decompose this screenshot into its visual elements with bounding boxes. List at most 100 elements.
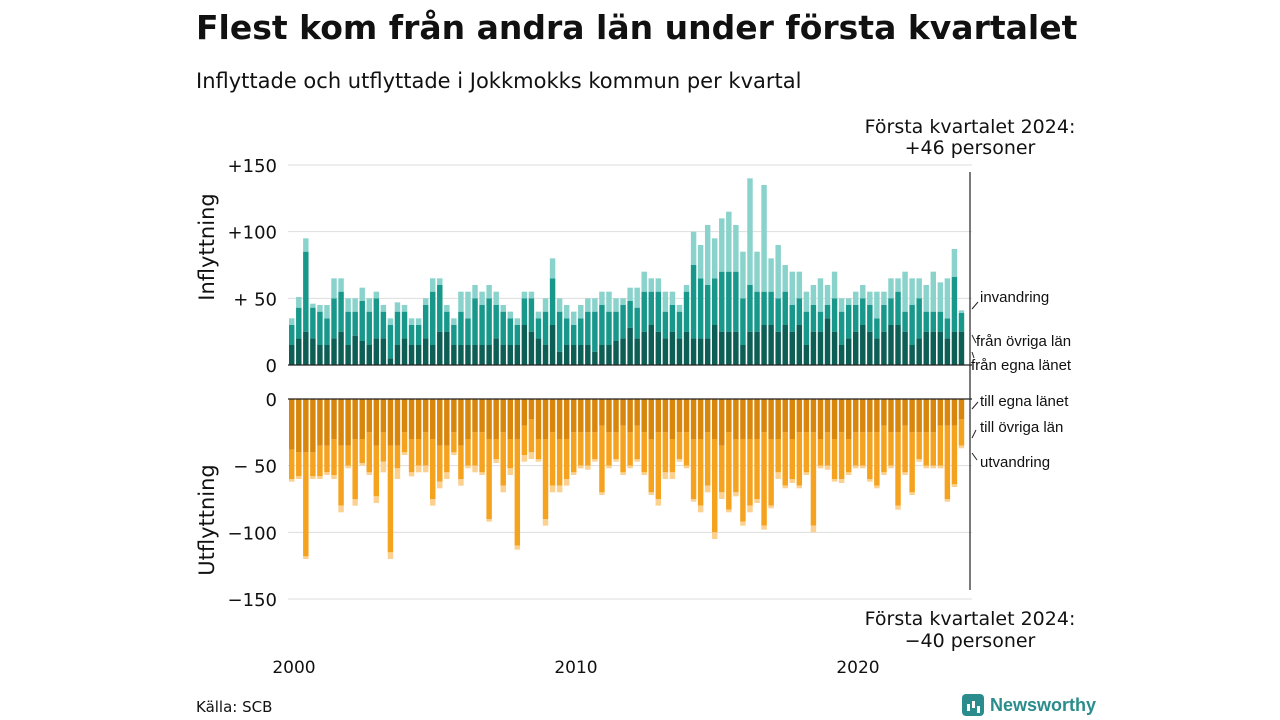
inflow-bar-segment — [690, 265, 697, 339]
inflow-bar-segment — [331, 278, 337, 299]
outflow-bar-segment — [563, 399, 570, 439]
outflow-bar-segment — [683, 465, 690, 469]
outflow-bar-segment — [775, 399, 781, 439]
inflow-bar-segment — [937, 311, 944, 332]
inflow-bar-segment — [817, 278, 824, 312]
outflow-bar-segment — [514, 545, 521, 550]
outflow-bar-segment — [571, 432, 577, 473]
inflow-bar-segment — [634, 287, 640, 308]
outflow-bar-segment — [958, 419, 965, 446]
outflow-bar-segment — [669, 472, 676, 479]
outflow-bar-segment — [437, 481, 443, 489]
inflow-bar-segment — [472, 345, 478, 365]
inflow-bar-segment — [592, 351, 598, 365]
outflow-bar-segment — [845, 399, 852, 439]
inflow-bar-segment — [535, 338, 542, 365]
outflow-bar-segment — [296, 452, 302, 477]
inflow-bar-segment — [514, 345, 521, 365]
outflow-bar-segment — [437, 445, 443, 482]
outflow-bar-segment — [838, 479, 845, 483]
inflow-bar-segment — [845, 338, 852, 365]
outflow-bar-segment — [944, 499, 951, 502]
outflow-bar-segment — [387, 552, 394, 559]
outflow-bar-segment — [775, 472, 781, 479]
inflow-bar-segment — [415, 325, 422, 345]
inflow-bar-segment — [831, 298, 838, 332]
inflow-bar-segment — [422, 305, 429, 339]
migration-chart: 0+ 50+100+150 0− 50−100−150 Inflyttning … — [195, 116, 1076, 678]
outflow-bar-segment — [838, 432, 845, 479]
inflow-bar-segment — [387, 325, 394, 359]
outflow-bar-segment — [514, 399, 521, 439]
inflow-bar-segment — [563, 345, 570, 365]
outflow-bar-segment — [641, 399, 647, 433]
outflow-bar-segment — [444, 472, 450, 479]
outflow-bar-segment — [331, 475, 337, 479]
inflow-bar-segment — [768, 325, 774, 365]
inflow-bar-segment — [944, 318, 951, 339]
outflow-bar-segment — [465, 439, 471, 466]
label-pointer-invandring — [971, 301, 979, 310]
inflow-bar-segment — [359, 301, 365, 341]
inflow-bar-segment — [782, 325, 788, 365]
outflow-bar-segment — [944, 399, 951, 426]
outflow-bar-segment — [634, 459, 640, 462]
inflow-bar-segment — [902, 311, 908, 332]
outflow-bar-segment — [937, 425, 944, 466]
outflow-bar-segment — [824, 399, 831, 433]
outflow-bar-segment — [592, 399, 598, 433]
inflow-bar-segment — [571, 311, 577, 325]
inflow-bar-segment — [937, 331, 944, 365]
outflow-bar-segment — [507, 399, 513, 439]
outflow-y-ticks: 0 − 50 −100 −150 — [228, 390, 277, 611]
inflow-bar-segment — [831, 271, 838, 299]
outflow-bar-segment — [415, 399, 422, 439]
inflow-bar-segment — [930, 311, 936, 332]
outflow-bar-segment — [493, 459, 499, 463]
outflow-bar-segment — [606, 432, 612, 466]
inflow-bar-segment — [845, 298, 852, 305]
inflow-bar-segment — [444, 305, 450, 312]
outflow-bar-segment — [676, 432, 683, 459]
inflow-bar-segment — [733, 271, 739, 332]
outflow-bar-segment — [930, 399, 936, 433]
outflow-bar-segment — [676, 459, 683, 462]
inflow-bar-segment — [712, 278, 718, 325]
outflow-bar-segment — [486, 519, 492, 522]
outflow-bar-segment — [881, 399, 887, 426]
inflow-bar-segment — [627, 301, 633, 328]
outflow-bar-segment — [627, 399, 633, 433]
outflow-bar-segment — [458, 479, 464, 486]
inflow-bar-segment — [803, 345, 810, 365]
outflow-bar-segment — [451, 432, 457, 453]
outflow-bar-segment — [338, 399, 344, 446]
inflow-bar-segment — [620, 305, 626, 339]
outflow-bar-segment — [352, 399, 358, 439]
inflow-bar-segment — [359, 287, 365, 301]
outflow-bar-segment — [648, 439, 654, 493]
inflow-bar-segment — [704, 338, 711, 365]
label-pointer-till-egna — [971, 401, 979, 410]
outflow-bar-segment — [726, 432, 732, 510]
inflow-bar-segment — [500, 305, 506, 312]
outflow-bar-segment — [556, 399, 563, 439]
outflow-bar-segment — [289, 399, 295, 450]
label-pointer-fran-egna — [971, 351, 975, 359]
outflow-bar-segment — [712, 532, 718, 539]
outflow-bar-segment — [648, 399, 654, 439]
inflow-y-tick-label: + 50 — [233, 289, 277, 310]
inflow-bar-segment — [430, 345, 436, 365]
inflow-bar-segment — [387, 318, 394, 325]
outflow-bar-segment — [902, 399, 908, 426]
outflow-bar-segment — [373, 496, 380, 503]
inflow-bar-segment — [860, 298, 866, 325]
outflow-bar-segment — [909, 399, 915, 433]
outflow-bar-segment — [507, 439, 513, 469]
inflow-bar-segment — [317, 345, 323, 365]
annotation-top-line1: Första kvartalet 2024: — [865, 116, 1076, 138]
inflow-bar-segment — [909, 345, 915, 365]
inflow-bar-segment — [472, 298, 478, 345]
outflow-bar-segment — [669, 399, 676, 439]
outflow-y-tick-label: −100 — [228, 523, 277, 544]
outflow-bar-segment — [430, 499, 436, 506]
